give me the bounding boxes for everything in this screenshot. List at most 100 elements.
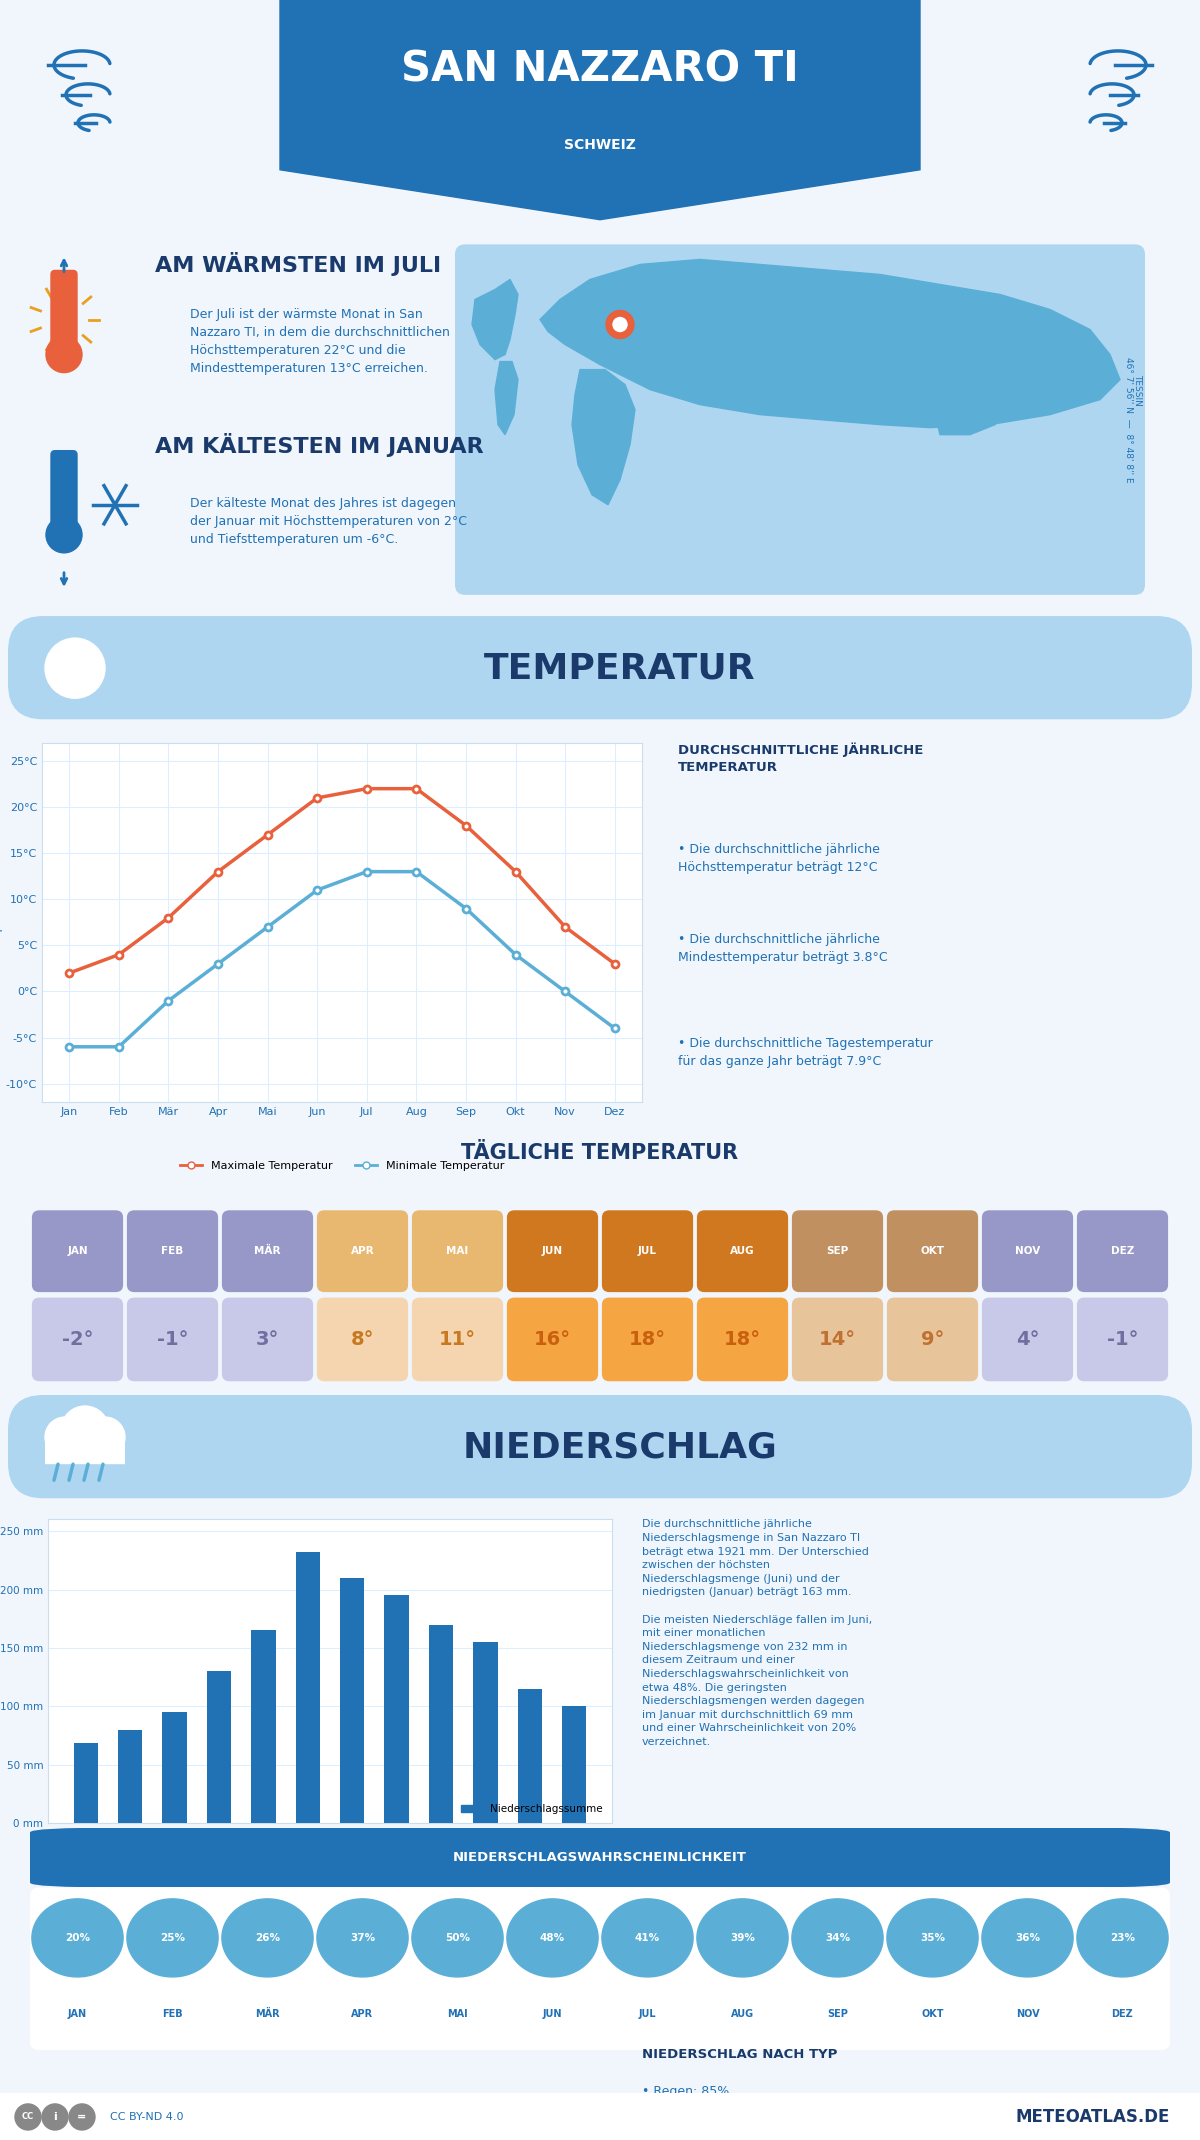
Polygon shape: [935, 385, 1006, 434]
Text: • Die durchschnittliche jährliche
Höchsttemperatur beträgt 12°C: • Die durchschnittliche jährliche Höchst…: [678, 843, 880, 875]
FancyBboxPatch shape: [506, 1297, 598, 1380]
Bar: [295, 1552, 320, 1823]
FancyBboxPatch shape: [317, 1297, 408, 1380]
Circle shape: [887, 1898, 978, 1977]
FancyBboxPatch shape: [792, 1211, 883, 1293]
Text: -1°: -1°: [1106, 1329, 1139, 1348]
Text: NOV: NOV: [1015, 1245, 1040, 1256]
FancyBboxPatch shape: [887, 1297, 978, 1380]
Bar: [517, 1688, 542, 1823]
Polygon shape: [572, 370, 635, 505]
Text: 8°: 8°: [350, 1329, 374, 1348]
FancyBboxPatch shape: [602, 1211, 694, 1293]
Text: MAI: MAI: [448, 2009, 468, 2018]
Text: 18°: 18°: [724, 1329, 761, 1348]
Text: 14°: 14°: [818, 1329, 856, 1348]
Text: MAI: MAI: [446, 1245, 469, 1256]
Circle shape: [46, 1417, 85, 1457]
Polygon shape: [496, 362, 518, 434]
Text: SEP: SEP: [827, 1245, 848, 1256]
Text: 35%: 35%: [920, 1932, 946, 1943]
Text: • Die durchschnittliche Tagestemperatur
für das ganze Jahr beträgt 7.9°C: • Die durchschnittliche Tagestemperatur …: [678, 1038, 932, 1068]
Text: • Regen: 85%: • Regen: 85%: [642, 2084, 730, 2097]
Text: 18°: 18°: [629, 1329, 666, 1348]
Text: TESSIN: TESSIN: [1134, 374, 1142, 407]
FancyBboxPatch shape: [792, 1297, 883, 1380]
FancyBboxPatch shape: [887, 1211, 978, 1293]
FancyBboxPatch shape: [697, 1297, 788, 1380]
Text: 11°: 11°: [439, 1329, 476, 1348]
FancyBboxPatch shape: [982, 1211, 1073, 1293]
Text: OKT: OKT: [920, 1245, 944, 1256]
Circle shape: [506, 1898, 598, 1977]
Text: • Die durchschnittliche jährliche
Mindesttemperatur beträgt 3.8°C: • Die durchschnittliche jährliche Mindes…: [678, 933, 888, 965]
Text: NIEDERSCHLAG NACH TYP: NIEDERSCHLAG NACH TYP: [642, 2048, 838, 2061]
FancyBboxPatch shape: [46, 1434, 125, 1464]
Circle shape: [602, 1898, 694, 1977]
Text: CC: CC: [22, 2112, 34, 2121]
Text: SAN NAZZARO TI: SAN NAZZARO TI: [401, 49, 799, 90]
Circle shape: [46, 638, 106, 698]
FancyBboxPatch shape: [412, 1211, 503, 1293]
Text: 23%: 23%: [1110, 1932, 1135, 1943]
Text: JAN: JAN: [67, 1245, 88, 1256]
Circle shape: [792, 1898, 883, 1977]
FancyBboxPatch shape: [1076, 1297, 1168, 1380]
Text: MÄR: MÄR: [254, 1245, 281, 1256]
Text: • Schnee: 15%: • Schnee: 15%: [642, 2116, 736, 2129]
Circle shape: [606, 310, 634, 338]
Circle shape: [42, 2104, 68, 2129]
FancyBboxPatch shape: [317, 1211, 408, 1293]
Text: AM WÄRMSTEN IM JULI: AM WÄRMSTEN IM JULI: [155, 253, 442, 276]
Text: JUN: JUN: [542, 1245, 563, 1256]
FancyBboxPatch shape: [8, 1395, 1192, 1498]
Circle shape: [14, 2104, 41, 2129]
Text: -2°: -2°: [61, 1329, 94, 1348]
Text: JUL: JUL: [638, 1245, 658, 1256]
FancyBboxPatch shape: [1076, 1211, 1168, 1293]
Text: 3°: 3°: [256, 1329, 280, 1348]
Text: CC BY-ND 4.0: CC BY-ND 4.0: [110, 2112, 184, 2123]
Text: APR: APR: [350, 1245, 374, 1256]
Text: JAN: JAN: [68, 2009, 88, 2018]
Circle shape: [222, 1898, 313, 1977]
Text: SCHWEIZ: SCHWEIZ: [564, 137, 636, 152]
Circle shape: [317, 1898, 408, 1977]
Text: 39%: 39%: [730, 1932, 755, 1943]
Text: METEOATLAS.DE: METEOATLAS.DE: [1015, 2108, 1170, 2125]
Text: 36%: 36%: [1015, 1932, 1040, 1943]
FancyBboxPatch shape: [127, 1211, 218, 1293]
Circle shape: [697, 1898, 788, 1977]
Bar: [162, 1712, 187, 1823]
Polygon shape: [280, 0, 920, 220]
Circle shape: [127, 1898, 218, 1977]
Text: SEP: SEP: [827, 2009, 848, 2018]
FancyBboxPatch shape: [455, 244, 1145, 595]
Text: Der kälteste Monat des Jahres ist dagegen
der Januar mit Höchsttemperaturen von : Der kälteste Monat des Jahres ist dagege…: [190, 496, 467, 546]
Bar: [562, 1706, 587, 1823]
FancyBboxPatch shape: [222, 1211, 313, 1293]
FancyBboxPatch shape: [50, 452, 77, 533]
FancyBboxPatch shape: [697, 1211, 788, 1293]
Text: 20%: 20%: [65, 1932, 90, 1943]
Circle shape: [613, 317, 628, 332]
Legend: Maximale Temperatur, Minimale Temperatur: Maximale Temperatur, Minimale Temperatur: [175, 1158, 509, 1175]
Text: -1°: -1°: [157, 1329, 188, 1348]
Bar: [251, 1631, 276, 1823]
Text: 46° 7' 56'' N  —  8° 48' 8'' E: 46° 7' 56'' N — 8° 48' 8'' E: [1123, 357, 1133, 482]
Text: 41%: 41%: [635, 1932, 660, 1943]
FancyBboxPatch shape: [50, 270, 77, 353]
FancyBboxPatch shape: [127, 1297, 218, 1380]
Bar: [340, 1577, 365, 1823]
Bar: [206, 1671, 232, 1823]
FancyBboxPatch shape: [30, 1828, 1170, 1887]
Text: OKT: OKT: [922, 2009, 943, 2018]
Text: MÄR: MÄR: [256, 2009, 280, 2018]
Circle shape: [982, 1898, 1073, 1977]
Legend: Niederschlagssumme: Niederschlagssumme: [457, 1800, 607, 1819]
Text: Der Juli ist der wärmste Monat in San
Nazzaro TI, in dem die durchschnittlichen
: Der Juli ist der wärmste Monat in San Na…: [190, 308, 450, 374]
Bar: [73, 1742, 98, 1823]
Circle shape: [61, 1406, 109, 1455]
Text: FEB: FEB: [161, 1245, 184, 1256]
FancyBboxPatch shape: [602, 1297, 694, 1380]
